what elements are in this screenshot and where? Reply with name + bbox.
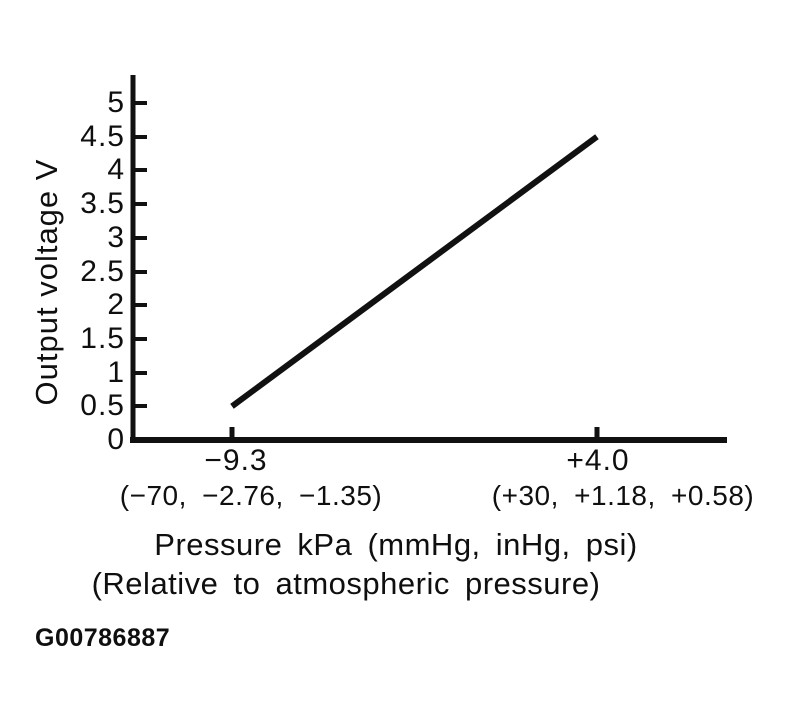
y-tick-label: 3 [107,221,125,254]
x-axis-title-line1: Pressure kPa (mmHg, inHg, psi) [154,527,638,562]
y-tick-label: 4 [107,153,125,186]
x-tick-sublabel-negative: (−70, −2.76, −1.35) [119,480,383,511]
y-tick-label: 4.5 [80,120,125,153]
y-axis-title: Output voltage V [29,158,64,406]
y-tick-label: 2.5 [80,255,125,288]
x-axis-title-line2: (Relative to atmospheric pressure) [91,566,601,601]
y-tick-label: 0 [107,423,125,456]
y-tick-label: 5 [107,86,125,119]
x-tick-sublabel-positive: (+30, +1.18, +0.58) [491,480,755,511]
y-tick-label: 3.5 [80,187,125,220]
y-tick-label: 1.5 [80,322,125,355]
output-voltage-data-line [230,134,599,409]
y-tick-label: 0.5 [80,389,125,422]
x-tick-label-positive: +4.0 [566,444,630,477]
y-tick-label: 2 [107,288,125,321]
figure-code: G00786887 [35,624,171,652]
x-tick-label-negative: −9.3 [204,444,268,477]
y-tick-label: 1 [107,356,125,389]
